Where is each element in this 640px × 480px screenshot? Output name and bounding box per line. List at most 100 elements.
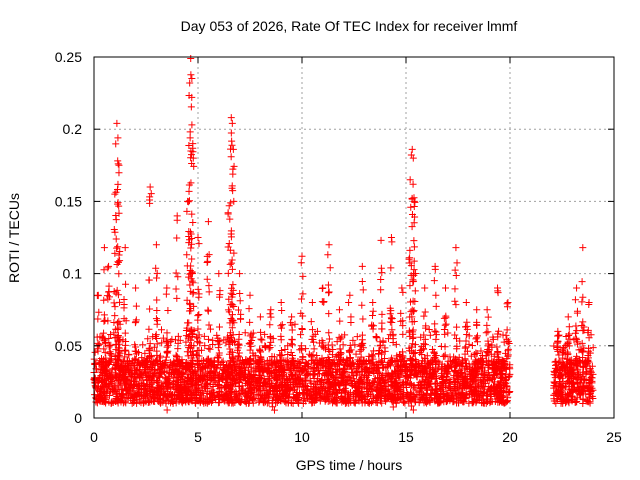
data-point (289, 380, 297, 388)
data-point (226, 246, 234, 254)
data-point (327, 383, 335, 391)
data-point (205, 335, 213, 343)
data-point (402, 371, 410, 379)
data-point (188, 121, 196, 129)
data-point (214, 382, 222, 390)
data-point (277, 360, 285, 368)
data-point (561, 367, 569, 375)
data-point (318, 298, 326, 306)
data-point (111, 228, 119, 236)
data-point (318, 393, 326, 401)
data-point (400, 379, 408, 387)
data-point (453, 323, 461, 331)
data-point (388, 315, 396, 323)
data-point (483, 395, 491, 403)
data-point (374, 394, 382, 402)
data-point (115, 251, 123, 259)
data-point (347, 313, 355, 321)
data-point (120, 377, 128, 385)
data-point (499, 396, 507, 404)
x-tick-label: 0 (90, 429, 98, 445)
data-point (299, 290, 307, 298)
data-point (227, 334, 235, 342)
data-point (413, 372, 421, 380)
data-point (255, 360, 263, 368)
y-tick-label: 0.15 (55, 193, 82, 209)
data-point (427, 374, 435, 382)
data-point (554, 346, 562, 354)
data-point (315, 366, 323, 374)
data-point (484, 369, 492, 377)
data-point (262, 342, 270, 350)
data-point (242, 357, 250, 365)
data-point (369, 325, 377, 333)
data-point (359, 286, 367, 294)
data-point (171, 336, 179, 344)
data-point (355, 392, 363, 400)
data-point (191, 394, 199, 402)
data-point (215, 392, 223, 400)
data-point (250, 384, 258, 392)
data-point (228, 324, 236, 332)
data-point (439, 384, 447, 392)
data-point (132, 284, 140, 292)
data-point (425, 360, 433, 368)
data-point (121, 366, 129, 374)
data-point (430, 395, 438, 403)
data-point (503, 397, 511, 405)
data-point (236, 356, 244, 364)
data-point (131, 319, 139, 327)
data-point (246, 378, 254, 386)
data-point (557, 391, 565, 399)
data-point (115, 376, 123, 384)
data-point (557, 358, 565, 366)
data-point (410, 271, 418, 279)
data-point (498, 373, 506, 381)
data-point (164, 393, 172, 401)
data-point (442, 314, 450, 322)
data-point (112, 216, 120, 224)
data-point (407, 402, 415, 410)
data-point (494, 349, 502, 357)
data-point (562, 399, 570, 407)
data-point (558, 363, 566, 371)
data-point (345, 363, 353, 371)
data-point (298, 326, 306, 334)
data-point (229, 301, 237, 309)
data-point (420, 396, 428, 404)
data-point (469, 397, 477, 405)
data-point (278, 321, 286, 329)
data-point (372, 334, 380, 342)
data-point (146, 199, 154, 207)
data-point (204, 364, 212, 372)
data-point (264, 372, 272, 380)
data-point (241, 373, 249, 381)
data-point (365, 400, 373, 408)
data-point (169, 391, 177, 399)
data-point (571, 399, 579, 407)
data-point (466, 388, 474, 396)
data-point (165, 373, 173, 381)
data-point (424, 359, 432, 367)
data-point (298, 365, 306, 373)
data-point (564, 373, 572, 381)
data-point (266, 333, 274, 341)
data-point (451, 331, 459, 339)
data-point (335, 333, 343, 341)
data-point (441, 364, 449, 372)
data-point (147, 352, 155, 360)
data-point (231, 361, 239, 369)
data-point (575, 357, 583, 365)
data-point (206, 358, 214, 366)
data-point (162, 290, 170, 298)
data-point (200, 372, 208, 380)
data-point (187, 262, 195, 270)
data-point (409, 406, 417, 414)
data-point (301, 374, 309, 382)
data-point (414, 360, 422, 368)
data-point (409, 326, 417, 334)
data-point (241, 329, 249, 337)
data-point (113, 319, 121, 327)
data-point (493, 368, 501, 376)
data-point (139, 359, 147, 367)
